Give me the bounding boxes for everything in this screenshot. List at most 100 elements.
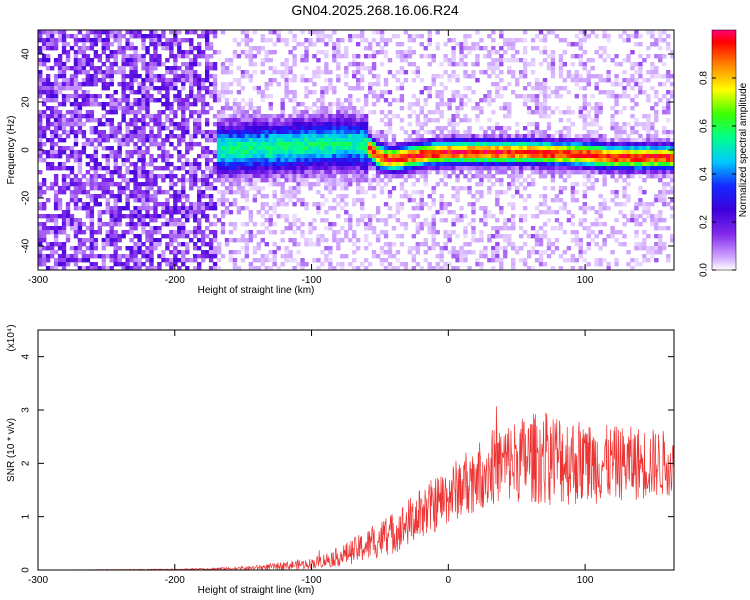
spectrogram-cell: [379, 130, 385, 135]
spectrogram-cell: [272, 50, 277, 55]
spectrogram-cell: [491, 174, 496, 179]
spectrogram-cell: [193, 134, 198, 139]
spectrogram-cell: [85, 178, 91, 183]
spectrogram-cell: [73, 182, 79, 187]
spectrogram-cell: [208, 150, 214, 155]
spectrogram-cell: [550, 226, 556, 231]
spectrogram-cell: [415, 146, 421, 151]
spectrogram-cell: [224, 174, 230, 179]
spectrogram-cell: [614, 230, 619, 235]
spectrogram-cell: [89, 218, 95, 223]
spectrogram-cell: [618, 34, 623, 39]
spectrogram-cell: [165, 42, 170, 47]
spectrogram-cell: [352, 158, 357, 163]
spectrogram-cell: [117, 174, 122, 179]
spectrogram-cell: [431, 222, 436, 227]
spectrogram-cell: [443, 266, 448, 270]
spectrogram-cell: [419, 42, 424, 47]
spectrogram-cell: [129, 250, 134, 255]
spectrogram-cell: [272, 130, 277, 135]
spectrogram-cell: [149, 174, 154, 179]
spectrogram-cell: [316, 146, 321, 151]
spectrogram-cell: [336, 54, 341, 59]
spectrogram-cell: [518, 182, 524, 187]
spectrogram-cell: [538, 82, 544, 87]
spectrogram-cell: [356, 266, 361, 270]
spectrogram-cell: [554, 198, 560, 203]
spectrogram-cell: [284, 154, 289, 159]
spectrogram-cell: [427, 130, 432, 135]
spectrogram-cell: [85, 118, 91, 123]
spectrogram-cell: [38, 262, 43, 267]
spectrogram-cell: [212, 50, 218, 55]
spectrogram-cell: [312, 126, 317, 131]
spectrogram-cell: [463, 254, 468, 259]
spectrogram-cell: [260, 130, 265, 135]
spectrogram-cell: [518, 174, 524, 179]
spectrogram-cell: [173, 262, 178, 267]
spectrogram-cell: [582, 194, 587, 199]
spectrogram-cell: [455, 150, 460, 155]
spectrogram-cell: [145, 170, 150, 175]
spectrogram-cell: [403, 78, 409, 83]
spectrogram-cell: [228, 90, 234, 95]
spectrogram-cell: [161, 146, 166, 151]
spectrogram-cell: [582, 190, 587, 195]
spectrogram-cell: [224, 166, 230, 171]
spectrogram-cell: [348, 238, 353, 243]
spectrogram-cell: [300, 30, 305, 35]
spectrogram-cell: [212, 74, 218, 79]
spectrogram-cell: [296, 226, 301, 231]
spectrogram-cell: [483, 150, 488, 155]
spectrogram-cell: [356, 178, 361, 183]
spectrogram-cell: [618, 142, 623, 147]
spectrogram-cell: [121, 174, 126, 179]
spectrogram-cell: [38, 250, 43, 255]
spectrogram-cell: [260, 38, 265, 43]
spectrogram-cell: [435, 154, 440, 159]
spectrogram-cell: [125, 42, 130, 47]
spectrogram-cell: [93, 50, 99, 55]
spectrogram-cell: [304, 206, 309, 211]
spectrogram-cell: [447, 142, 452, 147]
spectrogram-cell: [141, 130, 146, 135]
spectrogram-cell: [248, 142, 254, 147]
spectrogram-cell: [459, 250, 464, 255]
spectrogram-cell: [157, 190, 162, 195]
spectrogram-cell: [328, 134, 333, 139]
spectrogram-cell: [288, 174, 293, 179]
spectrogram-cell: [77, 230, 83, 235]
spectrogram-cells: [38, 30, 674, 270]
spectrogram-cell: [280, 230, 285, 235]
spectrogram-cell: [344, 110, 349, 115]
spectrogram-cell: [38, 202, 43, 207]
spectrogram-cell: [89, 66, 95, 71]
spectrogram-cell: [137, 126, 142, 131]
spectrogram-cell: [41, 206, 47, 211]
spectrogram-cell: [594, 82, 599, 87]
spectrogram-cell: [375, 166, 381, 171]
spectrogram-cell: [272, 66, 277, 71]
spectrogram-cell: [554, 158, 560, 163]
spectrogram-cell: [157, 186, 162, 191]
spectrogram-cell: [85, 138, 91, 143]
spectrogram-cell: [534, 46, 540, 51]
spectrogram-cell: [574, 146, 580, 151]
spectrogram-cell: [65, 222, 71, 227]
spectrogram-cell: [614, 158, 619, 163]
spectrogram-cell: [391, 154, 397, 159]
spectrogram-cell: [69, 86, 75, 91]
spectrogram-cell: [451, 210, 456, 215]
spectrogram-cell: [340, 266, 345, 270]
spectrogram-cell: [185, 74, 190, 79]
spectrogram-cell: [352, 234, 357, 239]
spectrogram-cell: [447, 74, 452, 79]
spectrogram-cell: [220, 138, 226, 143]
spectrogram-cell: [304, 50, 309, 55]
spectrogram-cell: [240, 86, 246, 91]
spectrogram-cell: [292, 58, 297, 63]
spectrogram-cell: [292, 222, 297, 227]
spectrogram-cell: [212, 62, 218, 67]
spectrogram-cell: [526, 158, 532, 163]
spectrogram-cell: [574, 182, 580, 187]
